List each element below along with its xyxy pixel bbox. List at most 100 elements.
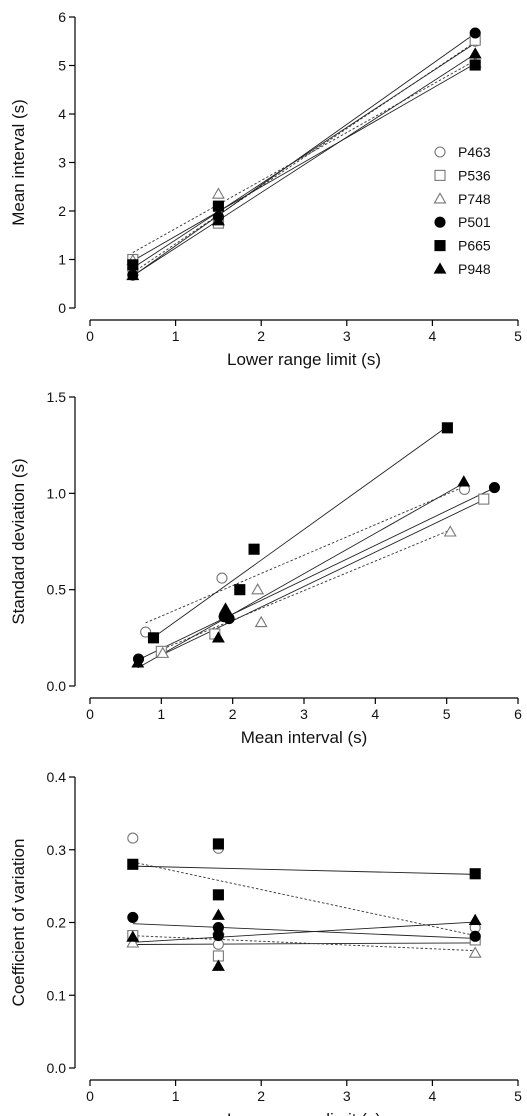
y-tick-label: 0.4 [47, 769, 67, 785]
y-tick-label: 3 [58, 155, 66, 171]
point-P948 [211, 959, 225, 971]
fit-line-P665 [132, 63, 476, 262]
y-axis-title: Coefficient of variation [9, 839, 28, 1007]
x-tick-label: 3 [343, 1088, 351, 1104]
x-tick-label: 1 [157, 706, 165, 722]
legend: P463 P536 P748 P501 P665 P948 [433, 144, 491, 277]
point-P748 [443, 525, 457, 537]
point-P748 [251, 583, 265, 595]
x-tick-label: 0 [86, 328, 94, 344]
x-axis-title: Mean interval (s) [241, 728, 368, 747]
point-P948 [211, 631, 225, 643]
y-tick-label: 5 [58, 58, 66, 74]
point-P948 [126, 268, 140, 281]
point-P948 [131, 656, 145, 668]
legend-label: P536 [458, 167, 491, 183]
fit-line-P948 [132, 921, 476, 943]
x-tick-label: 5 [514, 1088, 522, 1104]
point-P748 [468, 946, 482, 958]
x-tick-label: 1 [172, 1088, 180, 1104]
point-P665 [248, 543, 260, 555]
chart-panel-3: 0 1 2 3 4 5 0.0 0.1 0.2 0.3 0.4 Lower range limit (… [9, 769, 522, 1116]
point-P463 [216, 572, 228, 584]
fit-line-P501 [132, 32, 476, 277]
point-P748 [126, 936, 140, 948]
legend-label: P501 [458, 214, 491, 230]
point-P948 [457, 475, 471, 487]
chart-panel-1: 0 1 2 3 4 5 0 1 2 3 4 5 6 Lower range limit (s) Mean i… [9, 9, 522, 369]
point-P501 [127, 911, 139, 923]
fit-line-P748 [132, 935, 476, 952]
x-tick-label: 2 [229, 706, 237, 722]
x-tick-label: 0 [86, 1088, 94, 1104]
point-P748 [254, 615, 268, 628]
legend-label: P748 [458, 191, 491, 207]
fit-line-P748 [132, 60, 476, 253]
legend-marker-P501 [434, 216, 446, 228]
point-P665 [127, 858, 139, 870]
point-P948 [219, 602, 232, 614]
y-tick-label: 0.5 [47, 582, 67, 598]
point-P665 [212, 889, 224, 901]
fit-line-P948 [132, 53, 476, 277]
legend-marker-P463 [434, 146, 446, 158]
x-tick-label: 1 [172, 328, 180, 344]
point-P501 [212, 930, 224, 942]
y-tick-label: 1.0 [47, 485, 67, 501]
point-P463 [127, 832, 139, 844]
x-tick-label: 3 [343, 328, 351, 344]
fit-line-P536 [132, 42, 476, 269]
x-tick-label: 4 [429, 1088, 437, 1104]
fit-line-P665 [153, 426, 448, 638]
point-P536 [478, 493, 490, 505]
fit-line-P501 [138, 487, 495, 661]
y-axis-title: Mean interval (s) [9, 99, 28, 226]
y-tick-label: 4 [58, 106, 66, 122]
legend-marker-P665 [434, 240, 446, 252]
fit-line-P501 [132, 923, 476, 939]
point-P948 [211, 214, 225, 226]
point-P665 [469, 868, 481, 880]
legend-marker-P536 [434, 169, 446, 181]
point-P748 [211, 187, 225, 199]
x-tick-label: 2 [257, 328, 265, 344]
fit-line-P463 [145, 486, 465, 624]
legend-label: P463 [458, 144, 491, 160]
y-tick-label: 0.2 [47, 915, 67, 931]
point-P948 [468, 913, 482, 925]
fit-line-P748 [162, 529, 451, 650]
legend-marker-P948 [433, 262, 447, 274]
point-P501 [223, 613, 235, 625]
y-tick-label: 0.0 [47, 678, 67, 694]
x-tick-label: 0 [86, 706, 94, 722]
point-P948 [211, 908, 225, 920]
chart-panel-2: 0 1 2 3 4 5 6 0.0 0.5 1.0 1.5 Mean interval (s) Stan… [9, 389, 522, 747]
y-tick-label: 1.5 [47, 389, 67, 405]
y-tick-label: 1 [58, 252, 66, 268]
point-P665 [234, 584, 246, 596]
point-P501 [469, 27, 481, 39]
point-P501 [469, 930, 481, 942]
legend-label: P948 [458, 261, 491, 277]
point-P536 [212, 950, 224, 962]
point-P948 [126, 930, 140, 942]
point-P665 [212, 200, 224, 212]
x-tick-label: 6 [514, 706, 522, 722]
y-tick-label: 0.3 [47, 842, 67, 858]
legend-marker-P748 [433, 192, 447, 204]
x-tick-label: 5 [443, 706, 451, 722]
x-tick-label: 3 [300, 706, 308, 722]
legend-label: P665 [458, 238, 491, 254]
x-tick-label: 4 [429, 328, 437, 344]
point-P665 [441, 422, 453, 434]
y-tick-label: 6 [58, 9, 66, 25]
y-tick-label: 2 [58, 203, 66, 219]
point-P501 [488, 482, 501, 494]
x-tick-label: 5 [514, 328, 522, 344]
y-axis-title: Standard deviation (s) [9, 458, 28, 624]
y-tick-label: 0.1 [47, 987, 67, 1003]
y-tick-label: 0.0 [47, 1060, 67, 1076]
x-axis-title: Lower range limit (s) [227, 1110, 381, 1116]
fit-line-P536 [132, 942, 476, 945]
